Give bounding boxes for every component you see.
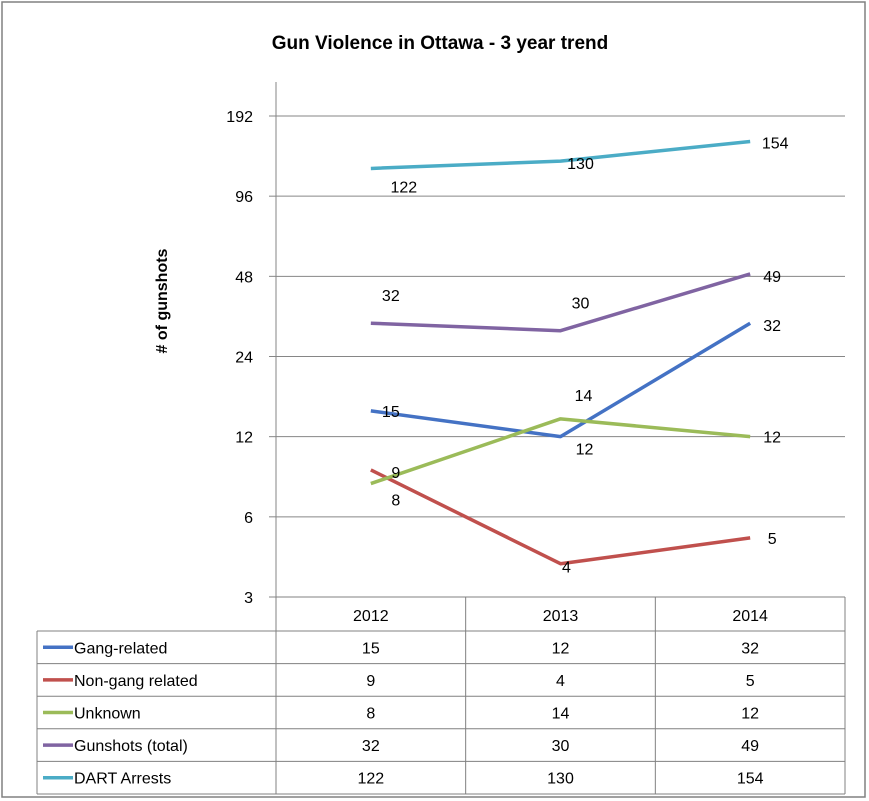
table-cell-non-gang-related-2012: 9 bbox=[366, 673, 375, 690]
table-cell-non-gang-related-2014: 5 bbox=[746, 673, 755, 690]
data-label-gang-related-2013: 12 bbox=[576, 442, 594, 459]
table-cell-unknown-2012: 8 bbox=[366, 706, 375, 723]
data-label-gunshots-total-2012: 32 bbox=[382, 288, 400, 305]
y-tick-label-192: 192 bbox=[226, 109, 253, 126]
data-label-gunshots-total-2013: 30 bbox=[572, 296, 590, 313]
grid-lines bbox=[269, 82, 845, 598]
table-header-2012: 2012 bbox=[353, 608, 389, 625]
table-cell-gang-related-2012: 15 bbox=[362, 640, 380, 657]
table-cell-non-gang-related-2013: 4 bbox=[556, 673, 565, 690]
legend-label-dart-arrests: DART Arrests bbox=[74, 771, 171, 788]
table-cell-gang-related-2013: 12 bbox=[552, 640, 570, 657]
legend-label-gang-related: Gang-related bbox=[74, 640, 167, 657]
table-cell-gang-related-2014: 32 bbox=[741, 640, 759, 657]
data-label-dart-arrests-2013: 130 bbox=[567, 156, 594, 173]
legend-label-unknown: Unknown bbox=[74, 706, 141, 723]
series-line-gang-related bbox=[370, 321, 752, 439]
data-label-unknown-2013: 14 bbox=[575, 388, 593, 405]
table-cell-gunshots-total-2013: 30 bbox=[552, 738, 570, 755]
y-tick-label-48: 48 bbox=[235, 269, 253, 286]
data-label-gang-related-2012: 15 bbox=[382, 404, 400, 421]
legend-label-gunshots-total: Gunshots (total) bbox=[74, 738, 188, 755]
table-header-2014: 2014 bbox=[732, 608, 768, 625]
data-label-non-gang-related-2013: 4 bbox=[562, 560, 571, 577]
y-axis-label: # of gunshots bbox=[154, 248, 171, 353]
table-cell-dart-arrests-2013: 130 bbox=[547, 771, 574, 788]
table-cell-gunshots-total-2012: 32 bbox=[362, 738, 380, 755]
data-label-gang-related-2014: 32 bbox=[763, 318, 781, 335]
y-tick-label-3: 3 bbox=[244, 590, 253, 607]
legend-label-non-gang-related: Non-gang related bbox=[74, 673, 198, 690]
series-line-gunshots-total bbox=[370, 272, 751, 333]
data-label-gunshots-total-2014: 49 bbox=[763, 269, 781, 286]
table-cell-dart-arrests-2012: 122 bbox=[357, 771, 384, 788]
series-line-dart-arrests bbox=[370, 139, 751, 171]
table-cell-dart-arrests-2014: 154 bbox=[737, 771, 764, 788]
table-header-2013: 2013 bbox=[543, 608, 579, 625]
data-table: 2012 2013 2014 Gang-related 15 12 32 Non-gang r… bbox=[36, 596, 846, 795]
series-line-unknown bbox=[370, 417, 751, 486]
data-label-non-gang-related-2014: 5 bbox=[768, 531, 777, 548]
data-label-unknown-2014: 12 bbox=[763, 430, 781, 447]
data-label-unknown-2012: 8 bbox=[391, 493, 400, 510]
chart-title: Gun Violence in Ottawa - 3 year trend bbox=[272, 33, 608, 54]
y-tick-label-96: 96 bbox=[235, 189, 253, 206]
series-lines bbox=[370, 139, 752, 566]
table-cell-unknown-2013: 14 bbox=[552, 706, 570, 723]
table-cell-gunshots-total-2014: 49 bbox=[741, 738, 759, 755]
data-label-dart-arrests-2014: 154 bbox=[762, 136, 789, 153]
y-tick-label-12: 12 bbox=[235, 430, 253, 447]
data-labels: 15 12 32 9 4 5 8 14 12 32 30 49 122 130 154 bbox=[382, 136, 789, 577]
y-tick-label-24: 24 bbox=[235, 350, 253, 367]
data-label-dart-arrests-2012: 122 bbox=[390, 179, 417, 196]
series-line-non-gang-related bbox=[370, 468, 751, 566]
data-label-non-gang-related-2012: 9 bbox=[391, 465, 400, 482]
table-cell-unknown-2014: 12 bbox=[741, 706, 759, 723]
y-tick-label-6: 6 bbox=[244, 510, 253, 527]
y-tick-labels: 3 6 12 24 48 96 192 bbox=[226, 109, 253, 607]
